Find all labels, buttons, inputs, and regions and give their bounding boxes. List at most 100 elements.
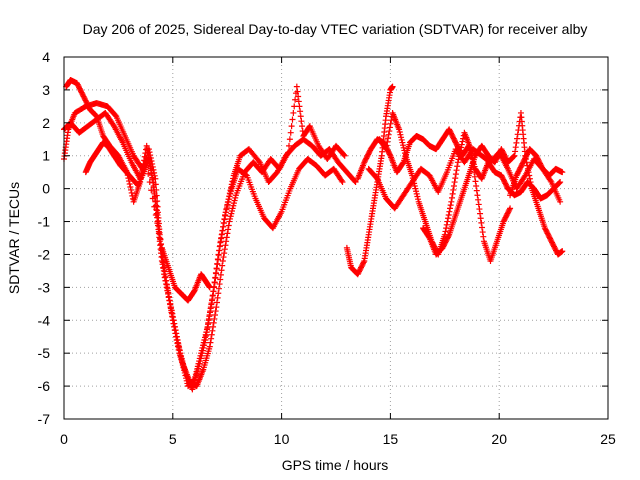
data-point [255, 157, 262, 164]
chart-title: Day 206 of 2025, Sidereal Day-to-day VTE… [83, 21, 588, 37]
data-point [450, 135, 457, 142]
data-point [413, 190, 420, 197]
data-point [151, 188, 158, 195]
data-point [285, 142, 292, 149]
data-point [452, 139, 459, 146]
data-point [76, 85, 83, 92]
data-point [217, 239, 224, 246]
data-point [219, 227, 226, 234]
x-tick-label: 0 [60, 431, 68, 447]
data-point [363, 155, 370, 162]
data-point [500, 150, 507, 157]
data-point [285, 149, 292, 156]
data-point [495, 151, 502, 158]
data-point [388, 117, 395, 124]
data-point [148, 165, 155, 172]
data-point [141, 157, 148, 164]
data-point [425, 234, 432, 241]
data-point [156, 229, 163, 236]
data-point [365, 150, 372, 157]
y-tick-label: 2 [42, 115, 50, 131]
data-point [210, 319, 217, 326]
data-point [498, 172, 505, 179]
data-point [549, 239, 556, 246]
data-point [295, 93, 302, 100]
data-point [351, 178, 358, 185]
data-point [210, 288, 217, 295]
data-point [352, 179, 359, 186]
data-point [202, 337, 209, 344]
data-point [128, 186, 135, 193]
data-point [444, 218, 451, 225]
data-point [173, 333, 180, 340]
data-point [290, 109, 297, 116]
data-point [474, 192, 481, 199]
data-point [526, 172, 533, 179]
data-point [501, 217, 508, 224]
data-point [472, 178, 479, 185]
data-point [386, 150, 393, 157]
data-point [176, 344, 183, 351]
data-point [443, 221, 450, 228]
data-point [338, 177, 345, 184]
y-tick-label: -3 [38, 279, 51, 295]
data-point [449, 190, 456, 197]
data-point [414, 193, 421, 200]
data-point [220, 254, 227, 261]
data-point [178, 352, 185, 359]
data-point [212, 312, 219, 319]
data-point [206, 284, 213, 291]
data-point [445, 233, 452, 240]
data-marks-layer [61, 77, 566, 393]
data-point [199, 347, 206, 354]
data-point [471, 169, 478, 176]
data-point [168, 310, 175, 317]
data-point [201, 342, 208, 349]
data-point [219, 258, 226, 265]
data-point [223, 206, 230, 213]
data-point [287, 129, 294, 136]
data-point [288, 123, 295, 130]
data-point [160, 265, 167, 272]
data-point [383, 142, 390, 149]
data-point [82, 97, 89, 104]
x-tick-label: 15 [383, 431, 399, 447]
data-point [535, 157, 542, 164]
data-point [75, 82, 82, 89]
data-point [514, 131, 521, 138]
data-point [500, 218, 507, 225]
data-point [506, 206, 513, 213]
data-point [203, 333, 210, 340]
data-point [503, 211, 510, 218]
data-point [169, 313, 176, 320]
data-point [458, 144, 465, 151]
data-point [152, 175, 159, 182]
data-point [452, 171, 459, 178]
x-axis-label: GPS time / hours [282, 457, 389, 473]
data-point [525, 169, 532, 176]
data-point [412, 185, 419, 192]
data-point [448, 131, 455, 138]
data-point [505, 208, 512, 215]
data-point [79, 92, 86, 99]
data-point [218, 267, 225, 274]
series-track-j [507, 146, 566, 199]
data-point [477, 210, 484, 217]
data-point [499, 175, 506, 182]
data-point [473, 183, 480, 190]
data-point [500, 151, 507, 158]
data-point [81, 94, 88, 101]
data-point [200, 344, 207, 351]
data-point [149, 175, 156, 182]
data-point [396, 129, 403, 136]
data-point [163, 281, 170, 288]
data-point [292, 96, 299, 103]
data-point [225, 222, 232, 229]
data-point [161, 263, 168, 270]
data-point [502, 181, 509, 188]
data-point [450, 186, 457, 193]
data-point [180, 360, 187, 367]
data-point [146, 179, 153, 186]
data-point [450, 183, 457, 190]
data-point [227, 213, 234, 220]
